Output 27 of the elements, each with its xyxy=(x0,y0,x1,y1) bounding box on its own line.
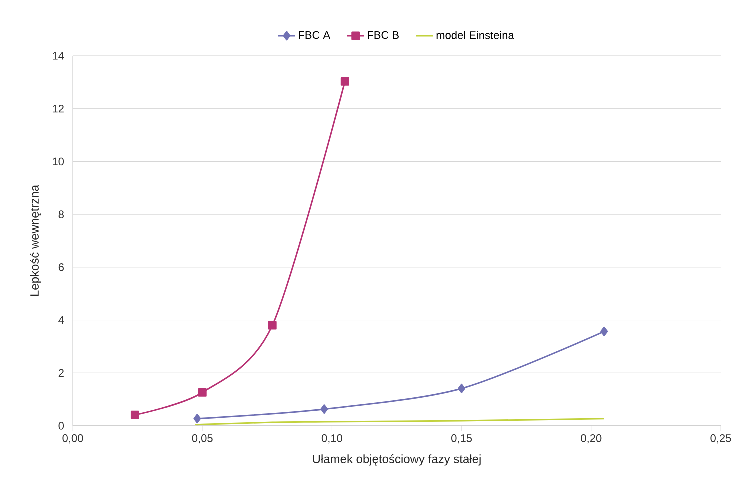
point xyxy=(320,404,328,414)
x-tick-label: 0,10 xyxy=(322,434,342,444)
x-axis-title: Ułamek objętościowy fazy stałej xyxy=(313,454,481,466)
x-tick-label: 0,20 xyxy=(581,434,602,444)
y-tick-label: 12 xyxy=(53,105,64,113)
y-tick-label: 8 xyxy=(58,210,64,218)
y-tick-label: 6 xyxy=(58,264,64,272)
legend-label: FBC A xyxy=(299,31,331,40)
y-tick-label: 10 xyxy=(53,158,64,166)
y-tick-label: 0 xyxy=(58,422,64,430)
point xyxy=(194,414,202,424)
point xyxy=(130,410,140,420)
x-tick-label: 0,15 xyxy=(452,434,472,444)
y-tick-label: 2 xyxy=(58,369,64,377)
point xyxy=(340,77,350,86)
y-tick-label: 4 xyxy=(58,316,64,324)
y-axis-title: Lepkość wewnętrzna xyxy=(30,184,42,296)
point xyxy=(268,321,277,330)
point xyxy=(458,384,466,394)
point xyxy=(600,326,608,336)
y-tick-label: 14 xyxy=(53,52,64,60)
x-tick-label: 0,25 xyxy=(710,434,732,444)
x-tick-label: 0,00 xyxy=(62,434,84,444)
legend-label: model Einsteina xyxy=(436,31,514,40)
legend-label: FBC B xyxy=(368,31,399,40)
point xyxy=(198,388,207,397)
x-tick-label: 0,05 xyxy=(192,434,213,444)
